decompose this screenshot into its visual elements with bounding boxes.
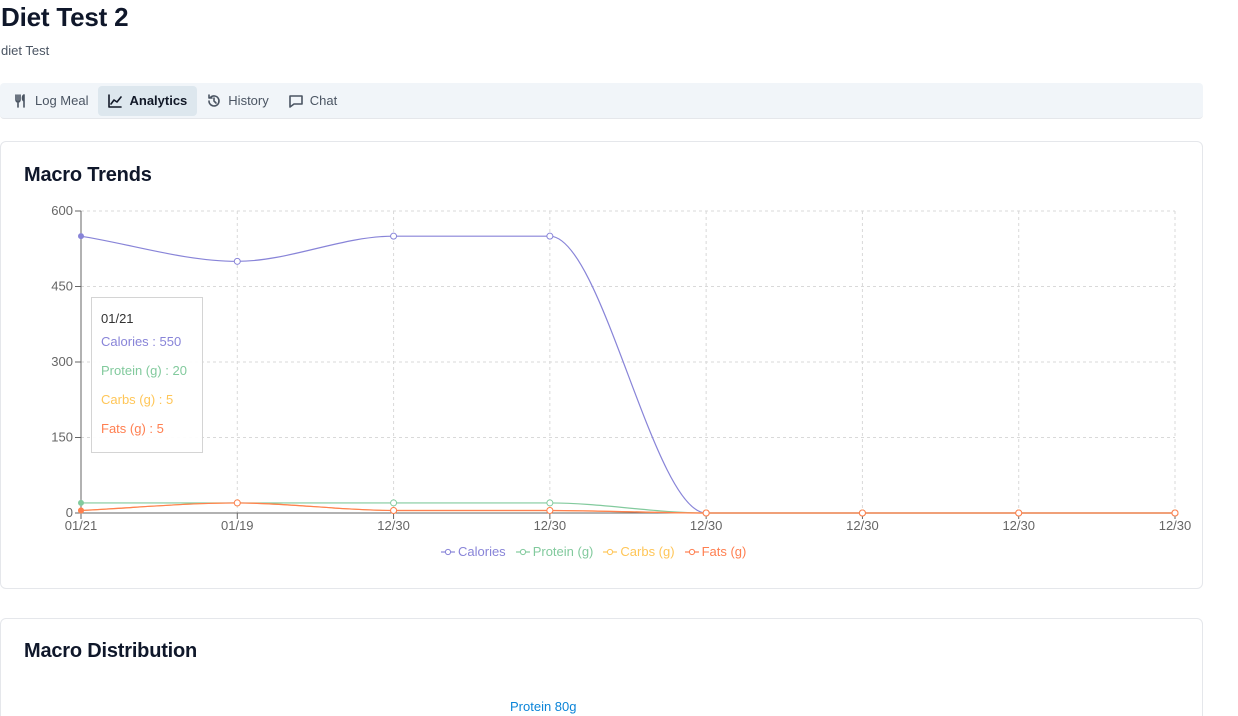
tooltip-line-carbs: Carbs (g) : 5 [101, 392, 174, 407]
data-point-calories [546, 232, 554, 240]
legend-label: Carbs (g) [620, 544, 675, 559]
macro-distribution-card: Macro Distribution [0, 618, 1203, 716]
data-point-protein-g [546, 499, 554, 507]
tooltip-label: 01/21 [101, 311, 134, 326]
x-tick-label: 01/21 [65, 518, 98, 533]
chart-tooltip: 01/21 Calories : 550 Protein (g) : 20 Ca… [91, 297, 203, 453]
legend-line-marker-icon [603, 548, 618, 555]
data-point-fats-g [1015, 509, 1023, 517]
data-point-protein-g [390, 499, 398, 507]
y-tick-label: 600 [51, 203, 73, 218]
tab-analytics[interactable]: Analytics [98, 85, 198, 116]
tooltip-line-calories: Calories : 550 [101, 334, 182, 349]
series-line-calories [80, 235, 1175, 514]
data-point-fats-g [233, 499, 241, 507]
data-point-fats-g [1171, 509, 1179, 517]
x-tick-label: 12/30 [1002, 518, 1035, 533]
x-tick-label: 12/30 [1159, 518, 1192, 533]
utensils-icon [15, 93, 25, 108]
data-point-fats-g [858, 509, 866, 517]
y-tick-label: 450 [51, 279, 73, 294]
data-point-calories [390, 232, 398, 240]
card-title: Macro Distribution [24, 640, 198, 662]
x-tick-label: 12/30 [846, 518, 879, 533]
data-point-calories [78, 233, 84, 240]
tab-log-meal[interactable]: Log Meal [4, 86, 98, 116]
legend-item-carbs-g[interactable]: Carbs (g) [603, 544, 675, 559]
chart-line-icon [108, 93, 123, 108]
chart-legend: Calories Protein (g) Carbs (g) Fats (g) [441, 544, 746, 559]
legend-line-marker-icon [515, 548, 530, 555]
tab-label: History [228, 93, 269, 108]
legend-label: Fats (g) [701, 544, 747, 559]
x-tick-label: 01/19 [221, 518, 254, 533]
x-tick-label: 12/30 [690, 518, 723, 533]
series-line-fats-g [80, 502, 1175, 514]
message-square-icon [288, 94, 303, 108]
legend-label: Protein (g) [532, 544, 594, 559]
legend-item-calories[interactable]: Calories [441, 544, 506, 559]
tab-history[interactable]: History [197, 86, 278, 116]
page-subtitle: diet Test [1, 43, 50, 58]
y-tick-label: 300 [51, 354, 73, 369]
page-title: Diet Test 2 [1, 2, 129, 32]
legend-line-marker-icon [441, 548, 455, 555]
data-point-fats-g [702, 509, 710, 517]
pie-label-protein: Protein 80g [510, 699, 577, 714]
tab-chat[interactable]: Chat [279, 86, 347, 116]
data-point-protein-g [78, 499, 84, 506]
x-tick-label: 12/30 [534, 518, 567, 533]
data-point-fats-g [390, 506, 398, 514]
legend-line-marker-icon [684, 548, 699, 555]
legend-label: Calories [458, 544, 506, 559]
y-tick-label: 150 [51, 430, 73, 445]
tab-label: Analytics [129, 93, 188, 108]
legend-item-protein-g[interactable]: Protein (g) [515, 544, 594, 559]
data-point-fats-g [78, 507, 84, 514]
card-title: Macro Trends [24, 164, 152, 186]
data-point-calories [233, 257, 241, 265]
tooltip-line-fats: Fats (g) : 5 [101, 421, 164, 436]
history-icon [208, 93, 221, 107]
y-tick-label: 0 [66, 505, 73, 520]
tab-label: Chat [309, 93, 338, 108]
x-tick-label: 12/30 [377, 518, 410, 533]
data-point-fats-g [546, 506, 554, 514]
tooltip-line-protein: Protein (g) : 20 [101, 363, 187, 378]
tab-label: Log Meal [35, 93, 89, 108]
tab-bar: Log Meal Analytics History Chat [0, 83, 1203, 119]
legend-item-fats-g[interactable]: Fats (g) [684, 544, 747, 559]
